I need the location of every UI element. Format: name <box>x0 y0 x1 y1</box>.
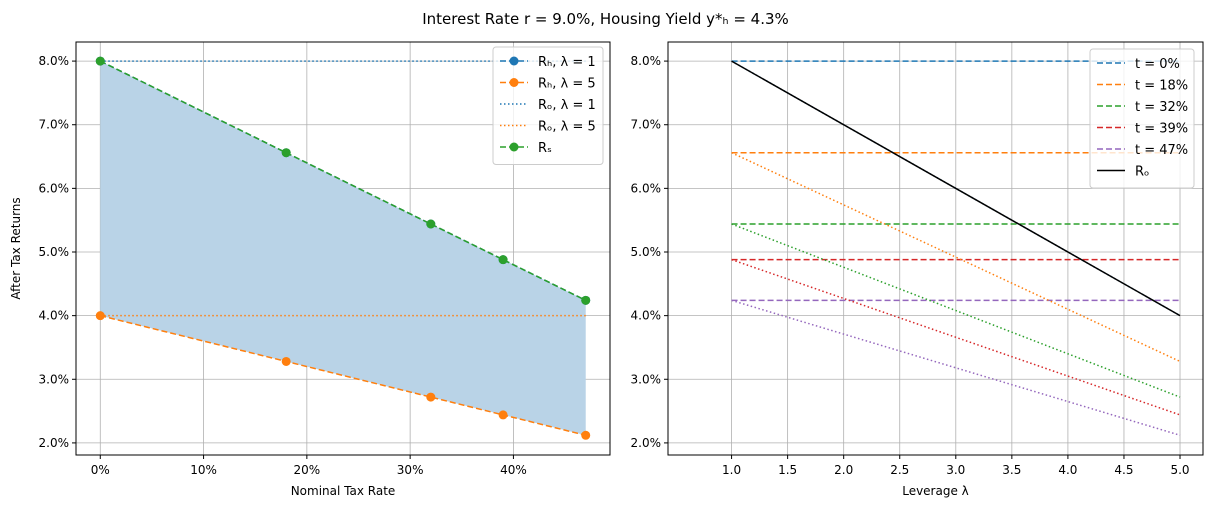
data-point <box>498 410 508 420</box>
data-point <box>281 356 291 366</box>
legend-label: Rₕ, λ = 1 <box>538 55 596 70</box>
x-tick-label: 3.5 <box>1002 463 1021 477</box>
x-tick-label: 30% <box>397 463 424 477</box>
y-tick-label: 3.0% <box>631 372 662 386</box>
legend-label: Rₒ, λ = 5 <box>538 120 596 135</box>
x-tick-label: 2.5 <box>890 463 909 477</box>
y-tick-label: 8.0% <box>39 54 70 68</box>
legend: Rₕ, λ = 1 Rₕ, λ = 5 Rₒ, λ = 1 Rₒ, λ = 5 Rₛ <box>492 46 604 165</box>
figure-title: Interest Rate r = 9.0%, Housing Yield y*… <box>422 10 789 28</box>
x-tick-label: 40% <box>500 463 527 477</box>
fill-between-area <box>100 61 586 436</box>
x-tick-label: 20% <box>294 463 321 477</box>
data-point <box>498 255 508 265</box>
x-axis-label: Leverage λ <box>902 484 969 498</box>
x-tick-label: 3.0 <box>946 463 965 477</box>
x-tick-label: 1.5 <box>778 463 797 477</box>
x-tick-label: 10% <box>190 463 217 477</box>
y-tick-label: 7.0% <box>631 118 662 132</box>
x-tick-label: 1.0 <box>722 463 741 477</box>
y-tick-label: 5.0% <box>39 245 70 259</box>
x-tick-label: 4.0 <box>1058 463 1077 477</box>
legend: t = 0% t = 18% t = 32% t = 39% t = 47% Rₒ <box>1089 48 1195 189</box>
legend-label: t = 47% <box>1135 143 1188 158</box>
y-tick-label: 8.0% <box>631 54 662 68</box>
chart-1: 0% 10% 20% 30% 40% 2.0% 3.0% 4.0% 5.0% 6.0% 7.0% 8.… <box>9 41 611 498</box>
y-tick-label: 3.0% <box>39 372 70 386</box>
series-line-7 <box>731 223 1181 398</box>
y-tick-label: 5.0% <box>631 245 662 259</box>
series-line-4 <box>99 60 587 302</box>
legend-label: t = 39% <box>1135 122 1188 137</box>
y-tick-label: 2.0% <box>631 436 662 450</box>
data-point <box>95 56 105 66</box>
x-tick-label: 0% <box>91 463 110 477</box>
chart-2: 1.0 1.5 2.0 2.5 3.0 3.5 4.0 4.5 5.0 2.0% 3.0% 4.0% 5… <box>631 41 1204 498</box>
legend-marker <box>509 56 519 66</box>
legend-marker <box>509 142 519 152</box>
y-tick-label: 4.0% <box>631 309 662 323</box>
y-tick-label: 7.0% <box>39 118 70 132</box>
data-point <box>581 430 591 440</box>
y-tick-label: 6.0% <box>39 181 70 195</box>
legend-label: t = 32% <box>1135 100 1188 115</box>
legend-marker <box>509 78 519 87</box>
legend-label: t = 0% <box>1135 57 1180 72</box>
x-axis-label: Nominal Tax Rate <box>291 484 396 498</box>
y-tick-label: 4.0% <box>39 309 70 323</box>
data-point <box>426 219 436 229</box>
legend-label: t = 18% <box>1135 79 1188 94</box>
series-line-10 <box>731 60 1181 317</box>
series-line-1 <box>100 314 586 437</box>
legend-box <box>492 46 604 165</box>
legend-label: Rₒ, λ = 1 <box>538 98 596 113</box>
legend-label: Rₛ <box>538 141 552 156</box>
data-point <box>426 392 436 402</box>
x-tick-label: 5.0 <box>1170 463 1189 477</box>
series-line-6 <box>731 152 1181 363</box>
y-axis-label: After Tax Returns <box>9 197 23 299</box>
x-tick-label: 2.0 <box>834 463 853 477</box>
legend-label: Rₒ <box>1135 165 1149 180</box>
x-tick-label: 4.5 <box>1114 463 1133 477</box>
axes-frame <box>75 41 611 456</box>
y-tick-label: 2.0% <box>39 436 70 450</box>
axes-frame <box>667 41 1204 456</box>
series-line-8 <box>731 258 1181 416</box>
legend-label: Rₕ, λ = 5 <box>538 77 596 92</box>
y-tick-label: 6.0% <box>631 181 662 195</box>
data-point <box>281 148 291 158</box>
data-point <box>581 295 591 305</box>
